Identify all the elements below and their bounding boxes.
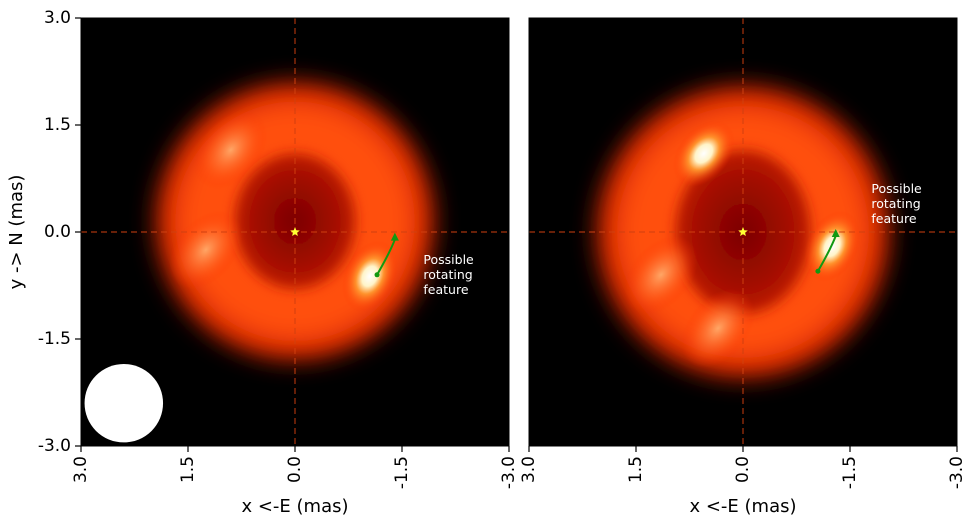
y-tick-label: 0.0 <box>44 222 71 242</box>
arrow-start <box>374 272 380 278</box>
y-tick-label: -1.5 <box>38 329 71 349</box>
beam-ellipse <box>84 363 164 443</box>
annotation-line: rotating <box>423 267 472 282</box>
rotation-arrow <box>817 235 837 272</box>
x-axis-title: x <-E (mas) <box>689 496 796 517</box>
annotation-line: feature <box>423 282 468 297</box>
x-tick-label: 0.0 <box>733 456 753 483</box>
y-tick-label: 3.0 <box>44 8 71 28</box>
x-tick-label: -1.5 <box>840 456 860 489</box>
star-marker <box>738 227 748 236</box>
x-tick-label: 3.0 <box>71 456 91 483</box>
annotation-line: feature <box>871 211 916 226</box>
x-tick-label: -3.0 <box>499 456 519 489</box>
x-tick-label: 0.0 <box>285 456 305 483</box>
bright-spot <box>193 110 268 190</box>
y-tick-label: -3.0 <box>38 436 71 456</box>
y-tick-label: 1.5 <box>44 115 71 135</box>
bright-spot <box>341 240 398 312</box>
x-axis-title: x <-E (mas) <box>241 496 348 517</box>
annotation-line: rotating <box>871 196 920 211</box>
bright-spot <box>672 120 735 187</box>
bright-spot <box>624 235 698 315</box>
x-tick-label: 1.5 <box>626 456 646 483</box>
y-axis-title: y -> N (mas) <box>6 175 27 290</box>
x-tick-label: -1.5 <box>392 456 412 489</box>
arrow-head <box>831 229 840 237</box>
x-tick-label: 1.5 <box>178 456 198 483</box>
annotation-line: Possible <box>423 252 474 267</box>
annotation-line: Possible <box>871 181 922 196</box>
x-tick-label: 3.0 <box>519 456 539 483</box>
rotation-arrow <box>376 239 396 276</box>
arrow-start <box>815 268 821 274</box>
x-tick-label: -3.0 <box>947 456 967 489</box>
star-marker <box>290 227 300 236</box>
bright-spot <box>681 288 755 368</box>
arrow-head <box>390 232 399 241</box>
bright-spot <box>168 210 243 290</box>
